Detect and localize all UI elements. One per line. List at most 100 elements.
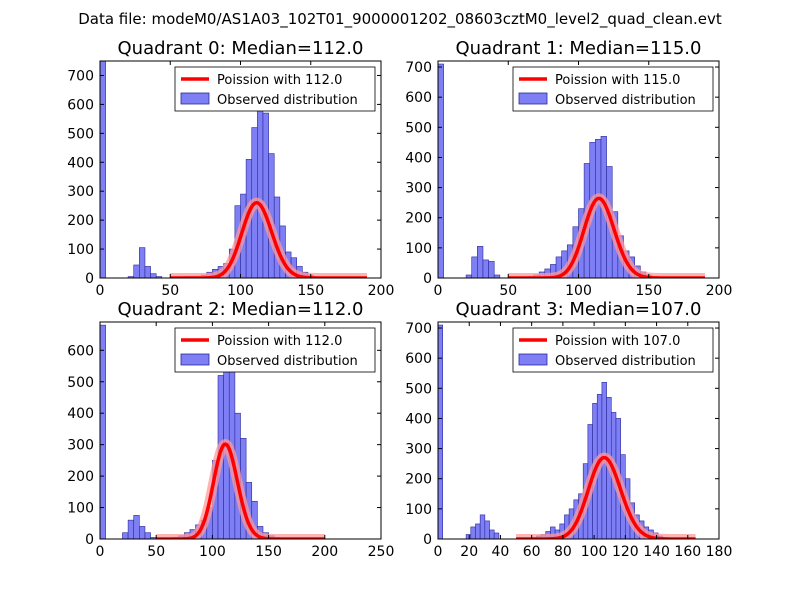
x-tick-label: 250 <box>368 544 395 560</box>
quadrant-1-panel: Quadrant 1: Median=115.0 0 50 100 150 200 0 100… <box>405 38 732 299</box>
y-tick-label: 100 <box>67 501 94 517</box>
histogram-bar <box>477 246 484 278</box>
legend-bars-label: Observed distribution <box>555 93 696 108</box>
y-tick-label: 100 <box>405 502 432 518</box>
legend-curve-label: Poission with 112.0 <box>217 334 342 349</box>
y-tick-label: 700 <box>405 321 432 337</box>
x-tick-label: 100 <box>581 544 608 560</box>
quadrant-0-title: Quadrant 0: Median=112.0 <box>118 38 364 59</box>
y-tick-label: 600 <box>67 343 94 359</box>
quadrant-2-panel: Quadrant 2: Median=112.0 0 50 100 150 200 250 0… <box>67 299 394 560</box>
legend-curve-label: Poission with 115.0 <box>555 73 680 88</box>
y-tick-label: 600 <box>67 97 94 113</box>
y-tick-label: 500 <box>405 381 432 397</box>
y-tick-label: 500 <box>67 375 94 391</box>
histogram-bar <box>122 532 129 539</box>
histogram-bar <box>438 63 444 278</box>
plot-frame <box>437 321 720 540</box>
y-tick-label: 0 <box>85 271 94 287</box>
y-tick-label: 300 <box>67 438 94 454</box>
y-tick-label: 200 <box>67 469 94 485</box>
x-tick-label: 100 <box>199 544 226 560</box>
legend: Poission with 112.0 Observed distribution <box>174 327 376 373</box>
figure-suptitle: Data file: modeM0/AS1A03_102T01_90000012… <box>78 10 722 29</box>
plot-frame <box>99 321 382 540</box>
legend-bars-label: Observed distribution <box>555 354 696 369</box>
x-tick-label: 100 <box>227 283 254 299</box>
legend-bars-swatch <box>180 353 210 366</box>
y-tick-label: 400 <box>405 411 432 427</box>
histogram-bar <box>262 112 269 278</box>
histogram-bar <box>257 109 264 278</box>
x-tick-label: 60 <box>523 544 541 560</box>
histogram-bar <box>139 247 146 278</box>
x-tick-label: 50 <box>499 283 517 299</box>
legend-bars-label: Observed distribution <box>217 93 358 108</box>
x-tick-label: 40 <box>492 544 510 560</box>
y-tick-label: 300 <box>67 184 94 200</box>
histogram-bar <box>144 532 151 539</box>
x-tick-label: 120 <box>612 544 639 560</box>
quadrant-0-panel: Quadrant 0: Median=112.0 0 50 100 150 200 0 100… <box>67 38 394 299</box>
x-tick-label: 150 <box>255 544 282 560</box>
histogram-bar <box>139 526 146 539</box>
x-tick-label: 160 <box>674 544 701 560</box>
x-tick-label: 0 <box>96 283 105 299</box>
y-tick-label: 400 <box>67 155 94 171</box>
legend: Poission with 107.0 Observed distribution <box>512 327 714 373</box>
histogram-bar <box>470 526 476 539</box>
histogram-bar <box>475 523 481 539</box>
histogram-bar <box>144 266 151 278</box>
legend-bars-swatch <box>180 92 210 105</box>
x-tick-label: 0 <box>96 544 105 560</box>
histogram-bar <box>100 324 106 539</box>
y-tick-label: 0 <box>423 532 432 548</box>
x-tick-label: 80 <box>554 544 572 560</box>
legend-curve-label: Poission with 107.0 <box>555 334 680 349</box>
histogram-bar <box>465 534 472 539</box>
y-tick-label: 200 <box>67 213 94 229</box>
y-tick-label: 600 <box>405 351 432 367</box>
histogram-bar <box>484 520 490 539</box>
legend-box <box>512 327 714 373</box>
y-tick-label: 100 <box>405 241 432 257</box>
x-tick-label: 0 <box>434 283 443 299</box>
quadrant-2-plot-area <box>100 324 325 539</box>
x-tick-label: 200 <box>368 283 395 299</box>
histogram-bar <box>438 324 443 539</box>
legend: Poission with 115.0 Observed distribution <box>512 66 714 112</box>
histogram-bar <box>493 532 500 539</box>
histogram-bar <box>100 61 106 278</box>
y-tick-label: 200 <box>405 211 432 227</box>
legend-bars-swatch <box>518 92 548 105</box>
histogram-bar <box>488 261 495 278</box>
histogram-bar <box>133 515 140 539</box>
histogram-bar <box>479 514 486 539</box>
x-tick-label: 0 <box>434 544 443 560</box>
histogram-bar <box>493 274 501 278</box>
quadrant-1-title: Quadrant 1: Median=115.0 <box>456 38 702 59</box>
y-tick-label: 600 <box>405 90 432 106</box>
x-tick-label: 200 <box>706 283 733 299</box>
x-tick-label: 50 <box>147 544 165 560</box>
x-tick-label: 140 <box>643 544 670 560</box>
x-tick-label: 20 <box>460 544 478 560</box>
histogram-bar <box>482 259 489 278</box>
quadrant-2-title: Quadrant 2: Median=112.0 <box>118 299 364 320</box>
y-tick-label: 100 <box>67 242 94 258</box>
histogram-bar <box>150 273 157 278</box>
y-tick-label: 200 <box>405 472 432 488</box>
histogram-bar <box>127 519 135 539</box>
y-tick-label: 400 <box>67 406 94 422</box>
histogram-bar <box>155 276 163 278</box>
x-tick-label: 200 <box>311 544 338 560</box>
y-tick-label: 400 <box>405 150 432 166</box>
x-tick-label: 50 <box>161 283 179 299</box>
legend-curve-label: Poission with 112.0 <box>217 73 342 88</box>
y-tick-label: 0 <box>85 532 94 548</box>
quadrant-3-title: Quadrant 3: Median=107.0 <box>456 299 702 320</box>
quadrant-3-panel: Quadrant 3: Median=107.00 20 40 60 80 100 120 1… <box>405 299 732 560</box>
x-tick-label: 100 <box>565 283 592 299</box>
y-tick-label: 700 <box>405 60 432 76</box>
